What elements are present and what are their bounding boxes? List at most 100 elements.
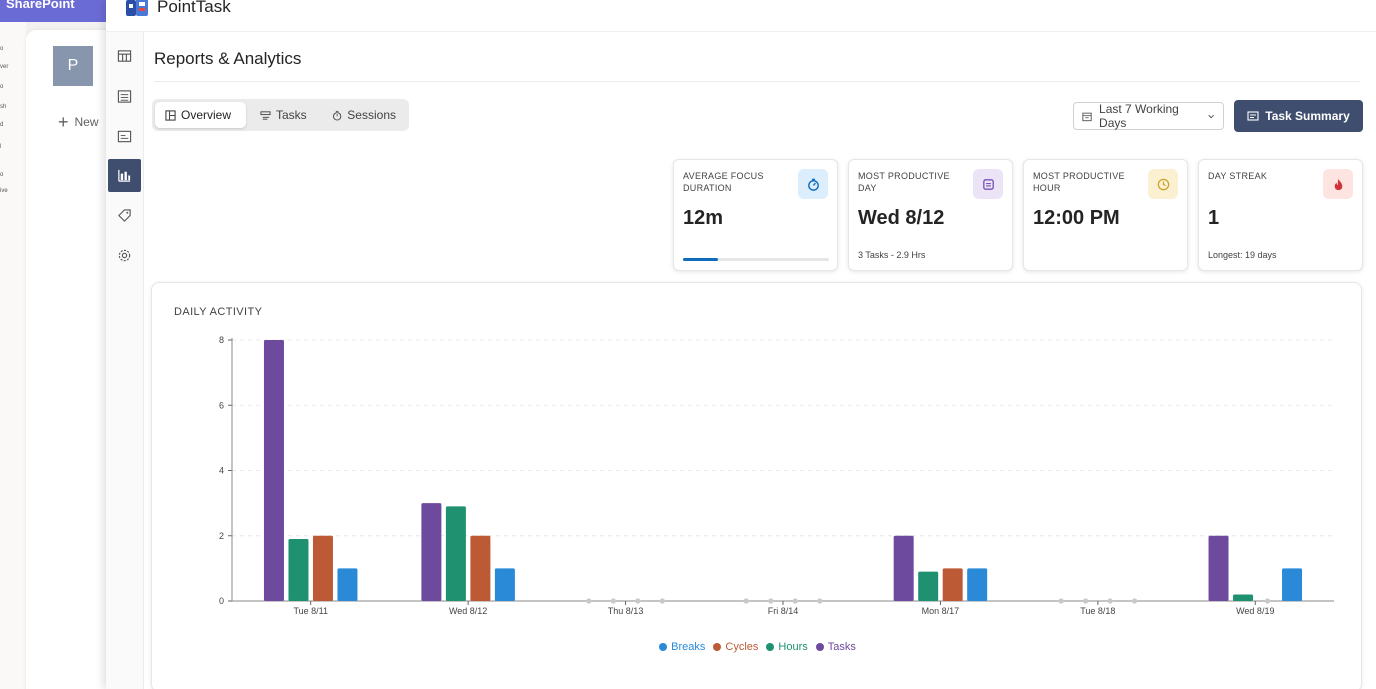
zero-point-cycles: [1107, 598, 1113, 604]
nav-settings[interactable]: [108, 239, 141, 272]
nav-list[interactable]: [108, 80, 141, 113]
zero-point-tasks: [1058, 598, 1064, 604]
focus-progress-fill: [683, 258, 719, 261]
stat-sub: Longest: 19 days: [1208, 250, 1277, 260]
stat-label: MOST PRODUCTIVE HOUR: [1033, 171, 1125, 193]
daily-activity-card: DAILY ACTIVITY 0 2 4 6 8 Tue 8/11 Wed 8/12 Thu …: [151, 282, 1362, 689]
app-title: PointTask: [157, 0, 231, 16]
sharepoint-left-strip: o ver o sh d l o ive: [0, 22, 26, 689]
stat-value: 12m: [683, 207, 724, 229]
bar-hours: [445, 506, 466, 601]
task-summary-button[interactable]: Task Summary: [1234, 100, 1363, 132]
report-tabs: Overview Tasks Sessions: [152, 99, 409, 131]
chart-legend: Breaks Cycles Hours Tasks: [152, 641, 1363, 653]
zero-point-breaks: [659, 598, 665, 604]
pointtask-panel: PointTask Reports & Analytics Overview: [106, 0, 1376, 689]
nav-rail: [106, 32, 144, 689]
stat-value: 1: [1208, 207, 1220, 229]
y-tick-label: 0: [219, 596, 224, 606]
y-tick-label: 4: [219, 466, 224, 476]
y-tick-label: 6: [219, 400, 224, 410]
x-tick-label: Tue 8/18: [1080, 606, 1115, 616]
x-tick-label: Wed 8/12: [449, 606, 487, 616]
list-icon: [117, 90, 132, 103]
zero-point-cycles: [635, 598, 641, 604]
stat-card-average-focus: AVERAGE FOCUS DURATION 12m: [673, 159, 838, 271]
date-range-select[interactable]: Last 7 Working Days: [1073, 102, 1224, 130]
zero-point-hours: [1083, 598, 1089, 604]
gear-icon: [118, 249, 131, 262]
legend-dot: [659, 643, 668, 651]
legend-label: Hours: [778, 641, 808, 653]
stat-value: 12:00 PM: [1033, 207, 1120, 229]
nav-sessions[interactable]: [108, 120, 141, 153]
chevron-down-icon: [1208, 114, 1214, 118]
legend-dot: [713, 643, 722, 651]
tab-tasks[interactable]: Tasks: [250, 102, 322, 128]
legend-item-cycles[interactable]: Cycles: [713, 641, 758, 653]
zero-point-hours: [768, 598, 774, 604]
stopwatch-icon: [798, 169, 828, 199]
chart-icon: [118, 169, 131, 182]
focus-progress-bar: [683, 258, 829, 261]
stat-card-day-streak: DAY STREAK 1 Longest: 19 days: [1198, 159, 1363, 271]
x-tick-label: Fri 8/14: [768, 606, 799, 616]
flame-icon: [1323, 169, 1353, 199]
timeline-icon: [117, 130, 132, 143]
legend-item-tasks[interactable]: Tasks: [815, 641, 856, 653]
zero-point-tasks: [586, 598, 592, 604]
tab-tasks-label: Tasks: [276, 108, 307, 122]
legend-item-breaks[interactable]: Breaks: [659, 641, 705, 653]
stat-card-productive-day: MOST PRODUCTIVE DAY Wed 8/12 3 Tasks - 2…: [848, 159, 1013, 271]
legend-label: Breaks: [671, 641, 706, 653]
date-range-value: Last 7 Working Days: [1099, 102, 1179, 130]
chart-title: DAILY ACTIVITY: [174, 306, 263, 318]
stat-value: Wed 8/12: [858, 207, 945, 229]
avatar[interactable]: P: [53, 46, 93, 86]
x-tick-label: Mon 8/17: [922, 606, 960, 616]
bar-cycles: [312, 535, 333, 601]
zero-point-tasks: [743, 598, 749, 604]
new-button[interactable]: + New: [58, 112, 99, 133]
bar-breaks: [967, 568, 988, 601]
tab-overview-label: Overview: [181, 108, 232, 122]
y-tick-label: 8: [219, 335, 224, 345]
stat-sub: 3 Tasks - 2.9 Hrs: [858, 250, 926, 260]
clock-icon: [1148, 169, 1178, 199]
tab-overview[interactable]: Overview: [155, 102, 246, 128]
bar-tasks: [421, 503, 442, 601]
nav-dashboard[interactable]: [108, 40, 141, 73]
legend-dot: [766, 643, 775, 651]
nav-tags[interactable]: [108, 199, 141, 232]
stat-label: DAY STREAK: [1208, 171, 1268, 181]
bar-hours: [1233, 594, 1254, 601]
bar-breaks: [337, 568, 358, 601]
zero-point-cycles: [792, 598, 798, 604]
bar-hours: [918, 571, 939, 601]
bar-tasks: [893, 535, 914, 601]
stat-card-productive-hour: MOST PRODUCTIVE HOUR 12:00 PM: [1023, 159, 1188, 271]
legend-item-hours[interactable]: Hours: [766, 641, 808, 653]
board-icon: [117, 50, 132, 62]
tag-icon: [118, 209, 131, 222]
stat-label: AVERAGE FOCUS DURATION: [683, 171, 764, 193]
timer-icon: [332, 110, 342, 121]
bar-tasks: [263, 340, 284, 601]
daily-activity-chart: 0 2 4 6 8 Tue 8/11 Wed 8/12 Thu 8/13 Fri 8/14 Mon…: [219, 335, 1334, 616]
calendar-icon: [1082, 112, 1092, 121]
sharepoint-brand: SharePoint: [6, 0, 75, 11]
x-tick-label: Tue 8/11: [293, 606, 328, 616]
app-header: PointTask: [106, 0, 1376, 32]
zero-point-breaks: [817, 598, 823, 604]
bar-breaks: [1282, 568, 1303, 601]
task-summary-label: Task Summary: [1265, 109, 1350, 123]
pointtask-logo-icon: [126, 0, 148, 16]
sharepoint-content: P + New: [26, 30, 116, 689]
bar-cycles: [470, 535, 491, 601]
tab-sessions[interactable]: Sessions: [322, 102, 406, 128]
sharepoint-brand-bar: SharePoint: [0, 0, 106, 22]
nav-reports[interactable]: [108, 159, 141, 192]
divider: [154, 81, 1360, 82]
legend-dot: [815, 643, 824, 651]
bar-hours: [288, 539, 309, 601]
